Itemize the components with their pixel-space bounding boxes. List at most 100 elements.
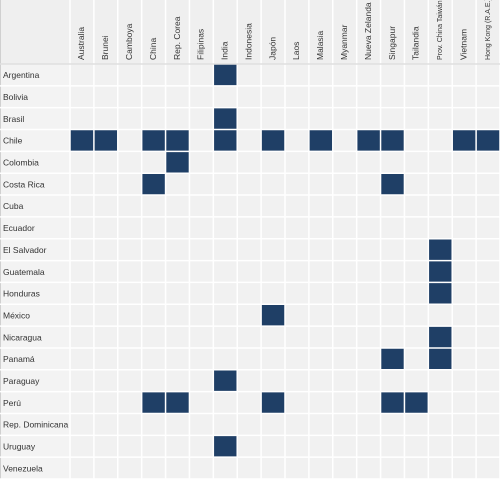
cell	[452, 326, 477, 348]
cell	[237, 260, 262, 283]
filled-cell	[380, 391, 405, 414]
column-header: Vietnam	[458, 29, 468, 60]
cell	[261, 195, 285, 217]
cell	[93, 64, 118, 86]
cell	[93, 413, 118, 436]
cell	[141, 326, 166, 348]
cell	[332, 391, 357, 414]
row-label: Guatemala	[3, 267, 45, 277]
cell	[476, 238, 500, 261]
cell	[452, 435, 477, 458]
cell	[380, 282, 405, 305]
cell	[165, 413, 190, 436]
cell	[308, 173, 333, 196]
cell	[404, 64, 429, 86]
cell	[356, 107, 381, 130]
filled-cell	[428, 347, 453, 370]
cell	[93, 238, 118, 261]
cell	[332, 260, 357, 283]
row-label: Rep. Dominicana	[3, 420, 68, 430]
cell	[93, 369, 118, 392]
cell	[261, 216, 285, 239]
column-header: Rep. Corea	[172, 16, 182, 60]
cell	[70, 216, 94, 239]
cell	[117, 195, 142, 217]
filled-cell	[261, 304, 285, 327]
cell	[332, 64, 357, 86]
cell	[141, 457, 166, 479]
cell	[404, 326, 429, 348]
cell	[404, 369, 429, 392]
cell	[404, 304, 429, 327]
cell	[237, 413, 262, 436]
row-label-cell	[0, 129, 70, 152]
filled-cell	[141, 173, 166, 196]
cell	[189, 326, 214, 348]
cell	[117, 347, 142, 370]
cell	[93, 173, 118, 196]
cell	[476, 107, 500, 130]
cell	[356, 457, 381, 479]
cell	[117, 457, 142, 479]
cell	[70, 107, 94, 130]
cell	[189, 391, 214, 414]
cell	[189, 347, 214, 370]
cell	[237, 369, 262, 392]
cell	[93, 347, 118, 370]
row-label-cell	[0, 369, 70, 392]
cell	[189, 369, 214, 392]
cell	[356, 304, 381, 327]
cell	[476, 195, 500, 217]
row-label-cell	[0, 107, 70, 130]
cell	[308, 195, 333, 217]
cell	[428, 304, 453, 327]
cell	[117, 326, 142, 348]
cell	[476, 413, 500, 436]
cell	[165, 282, 190, 305]
cell	[404, 282, 429, 305]
filled-cell	[213, 107, 238, 130]
cell	[380, 151, 405, 174]
cell	[70, 260, 94, 283]
cell	[213, 304, 238, 327]
filled-cell	[308, 129, 333, 152]
cell	[213, 216, 238, 239]
cell	[428, 129, 453, 152]
cell	[332, 216, 357, 239]
cell	[213, 457, 238, 479]
cell	[380, 195, 405, 217]
cell	[308, 413, 333, 436]
cell	[141, 107, 166, 130]
cell	[189, 260, 214, 283]
cell	[141, 413, 166, 436]
cell	[141, 216, 166, 239]
row-label-cell	[0, 64, 70, 86]
row-label-cell	[0, 260, 70, 283]
cell	[404, 457, 429, 479]
cell	[404, 151, 429, 174]
cell	[117, 238, 142, 261]
cell	[117, 64, 142, 86]
column-header: Myanmar	[339, 24, 349, 60]
cell	[308, 391, 333, 414]
cell	[428, 413, 453, 436]
cell	[308, 347, 333, 370]
row-label: Paraguay	[3, 376, 40, 386]
cell	[93, 304, 118, 327]
cell	[428, 195, 453, 217]
cell	[356, 238, 381, 261]
cell	[428, 85, 453, 108]
cell	[261, 173, 285, 196]
row-label: Honduras	[3, 289, 40, 299]
cell	[237, 304, 262, 327]
filled-cell	[213, 129, 238, 152]
cell	[332, 369, 357, 392]
cell	[285, 195, 309, 217]
cell	[70, 347, 94, 370]
cell	[70, 304, 94, 327]
cell	[452, 151, 477, 174]
filled-cell	[141, 391, 166, 414]
filled-cell	[404, 391, 429, 414]
filled-cell	[428, 238, 453, 261]
row-label: México	[3, 310, 30, 320]
